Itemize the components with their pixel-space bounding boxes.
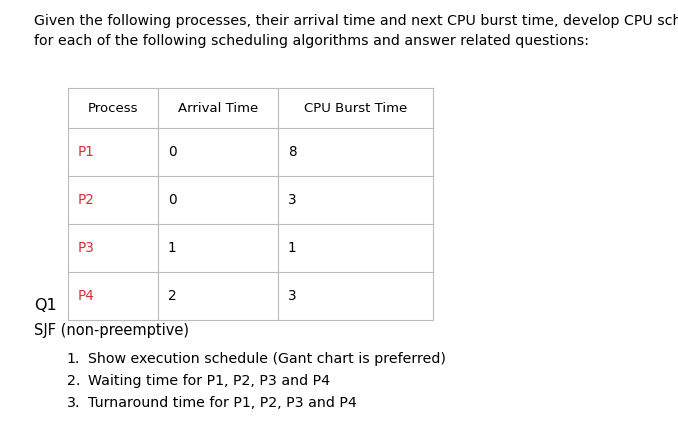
- Text: 1: 1: [288, 241, 297, 255]
- Text: Turnaround time for P1, P2, P3 and P4: Turnaround time for P1, P2, P3 and P4: [88, 396, 357, 410]
- Text: 3.: 3.: [66, 396, 80, 410]
- Text: P2: P2: [78, 193, 95, 207]
- Text: 1: 1: [168, 241, 177, 255]
- Text: Process: Process: [87, 102, 138, 115]
- Text: SJF (non-preemptive): SJF (non-preemptive): [34, 323, 189, 338]
- Text: 0: 0: [168, 193, 177, 207]
- Text: 1.: 1.: [66, 352, 80, 366]
- Text: P3: P3: [78, 241, 95, 255]
- Text: Given the following processes, their arrival time and next CPU burst time, devel: Given the following processes, their arr…: [34, 14, 678, 48]
- Text: Q1: Q1: [34, 298, 57, 313]
- Text: 3: 3: [288, 193, 297, 207]
- Text: 0: 0: [168, 145, 177, 159]
- Text: P4: P4: [78, 289, 95, 303]
- Text: Arrival Time: Arrival Time: [178, 102, 258, 115]
- Text: P1: P1: [78, 145, 95, 159]
- Text: 8: 8: [288, 145, 297, 159]
- Text: Waiting time for P1, P2, P3 and P4: Waiting time for P1, P2, P3 and P4: [88, 374, 330, 388]
- Text: CPU Burst Time: CPU Burst Time: [304, 102, 407, 115]
- Text: 3: 3: [288, 289, 297, 303]
- Text: 2: 2: [168, 289, 177, 303]
- Text: Show execution schedule (Gant chart is preferred): Show execution schedule (Gant chart is p…: [88, 352, 446, 366]
- Text: 2.: 2.: [66, 374, 80, 388]
